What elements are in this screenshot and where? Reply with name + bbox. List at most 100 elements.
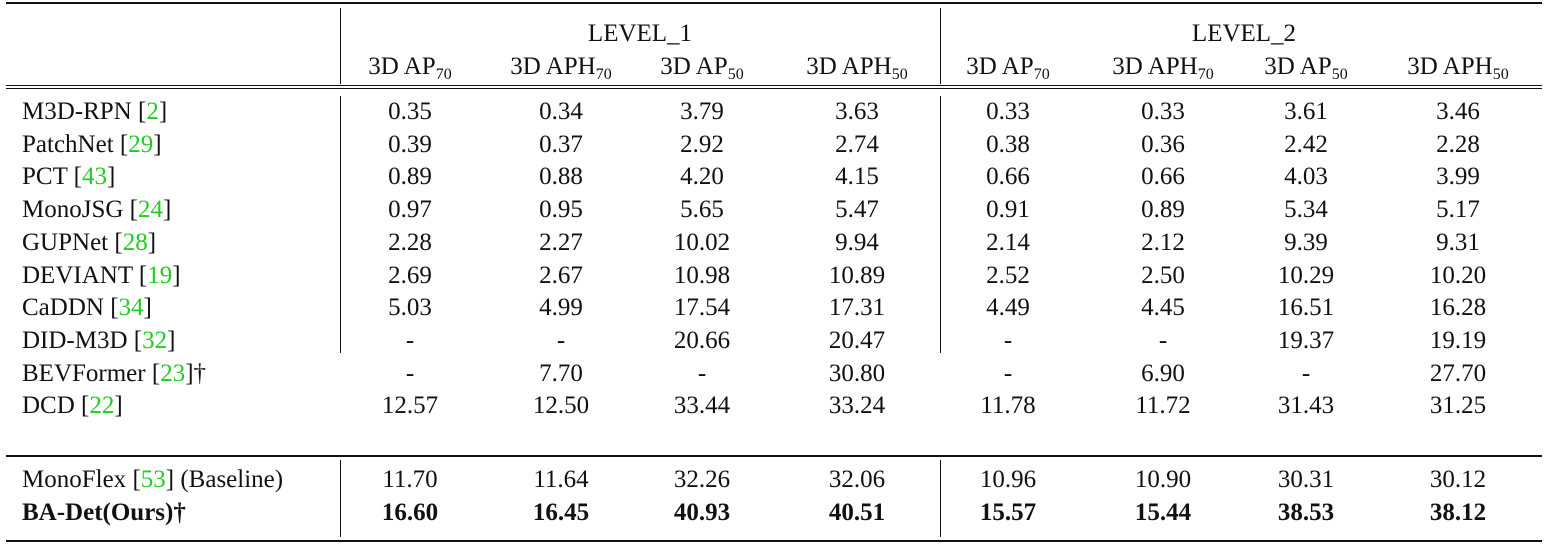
metric-value: 2.69 (388, 261, 432, 289)
metric-value: 30.12 (1429, 466, 1487, 493)
method-name: DID-M3D [32] (22, 326, 176, 354)
metric-value: 31.25 (1429, 392, 1487, 420)
column-divider (340, 96, 341, 353)
header-rule (6, 88, 1542, 89)
column-header-subscript: 70 (435, 66, 452, 83)
metric-value: 12.57 (381, 392, 439, 420)
metric-value: 30.80 (828, 359, 886, 387)
metric-value: 2.52 (986, 261, 1030, 289)
metric-value: 0.33 (1141, 98, 1185, 125)
metric-value: 2.74 (835, 130, 879, 158)
metric-value: 0.39 (388, 130, 432, 158)
metric-value: 0.37 (539, 130, 583, 158)
metric-value: 5.65 (680, 196, 724, 224)
method-label: M3D-RPN (22, 98, 132, 125)
metric-value: 11.70 (382, 466, 438, 493)
method-label: PatchNet (22, 130, 114, 158)
metric-value: 0.33 (986, 98, 1030, 125)
citation-link[interactable]: 2 (146, 98, 159, 125)
metric-value: 10.90 (1134, 466, 1192, 493)
metric-value: 0.66 (986, 163, 1030, 191)
metric-value: 40.51 (828, 498, 886, 526)
column-header: 3D APH50 (777, 52, 937, 83)
metric-value: - (1003, 359, 1013, 387)
column-header-base: 3D APH (806, 53, 892, 80)
metric-value: 33.24 (828, 392, 886, 420)
metric-value: 3.79 (680, 98, 724, 125)
metric-value: 20.66 (673, 326, 731, 354)
method-name: GUPNet [28] (22, 228, 157, 256)
metric-value: 10.98 (673, 261, 731, 289)
metric-value: 10.02 (673, 228, 731, 256)
metric-value: 3.99 (1436, 163, 1480, 191)
metric-value: - (405, 326, 415, 354)
metric-value: 4.99 (539, 294, 583, 322)
citation-link[interactable]: 28 (122, 228, 148, 256)
column-header-base: 3D AP (966, 53, 1034, 80)
citation-link[interactable]: 34 (118, 294, 144, 322)
column-header-base: 3D APH (1407, 53, 1493, 80)
column-divider (340, 460, 341, 537)
metric-value: 16.28 (1429, 294, 1487, 322)
column-header: 3D AP50 (1226, 52, 1386, 83)
column-header-base: 3D AP (1264, 53, 1332, 80)
column-header-subscript: 50 (727, 66, 744, 83)
metric-value: 32.26 (673, 466, 731, 493)
metric-value: 4.20 (680, 163, 724, 191)
method-name: BEVFormer [23]† (22, 359, 207, 387)
citation-link[interactable]: 24 (138, 196, 163, 224)
method-label: CaDDN (22, 294, 104, 322)
citation-link[interactable]: 29 (128, 130, 154, 158)
citation-link[interactable]: 53 (140, 466, 166, 493)
metric-value: 5.17 (1436, 196, 1480, 224)
method-label: BEVFormer (22, 359, 146, 387)
metric-value: 0.89 (388, 163, 432, 191)
column-header: 3D AP70 (330, 52, 490, 83)
metric-value: 30.31 (1277, 466, 1335, 493)
metric-value: 2.28 (1436, 130, 1480, 158)
metric-value: 5.34 (1284, 196, 1328, 224)
column-divider (940, 96, 941, 353)
metric-value: 19.37 (1277, 326, 1335, 354)
column-header-base: 3D AP (368, 53, 436, 80)
column-header-subscript: 70 (1033, 66, 1050, 83)
metric-value: 16.51 (1277, 294, 1335, 322)
column-header: 3D AP50 (622, 52, 782, 83)
metric-value: 4.15 (835, 163, 879, 191)
column-header-subscript: 50 (1331, 66, 1348, 83)
method-label: DID-M3D (22, 326, 128, 354)
column-header-subscript: 70 (595, 66, 612, 83)
metric-value: 7.70 (539, 359, 583, 387)
metric-value: 9.94 (835, 228, 879, 256)
metric-value: 3.46 (1436, 98, 1480, 125)
metric-value: 11.78 (980, 392, 1036, 420)
column-header-subscript: 50 (1492, 66, 1509, 83)
metric-value: 4.45 (1141, 294, 1185, 322)
metric-value: 11.72 (1135, 392, 1191, 420)
column-header: 3D APH50 (1378, 52, 1538, 83)
citation-link[interactable]: 19 (147, 261, 173, 289)
metric-value: 4.49 (986, 294, 1030, 322)
metric-value: 33.44 (673, 392, 731, 420)
metric-value: - (405, 359, 415, 387)
metric-value: 2.42 (1284, 130, 1328, 158)
method-name: CaDDN [34] (22, 294, 152, 322)
citation-link[interactable]: 23 (160, 359, 186, 387)
metric-value: 31.43 (1277, 392, 1335, 420)
metric-value: 0.34 (539, 98, 583, 125)
metric-value: - (556, 326, 566, 354)
metric-value: 11.64 (533, 466, 589, 493)
metric-value: 5.03 (388, 294, 432, 322)
method-label: DEVIANT (22, 261, 133, 289)
method-label: BA-Det(Ours) (22, 498, 174, 526)
method-suffix: † (173, 498, 186, 526)
metric-value: 9.31 (1436, 228, 1480, 256)
citation-link[interactable]: 32 (142, 326, 168, 354)
citation-link[interactable]: 22 (89, 392, 115, 420)
citation-link[interactable]: 43 (81, 163, 107, 191)
column-divider (940, 8, 941, 84)
method-name: PCT [43] (22, 163, 116, 191)
column-header: 3D APH70 (1083, 52, 1243, 83)
metric-value: - (1301, 359, 1311, 387)
metric-value: 27.70 (1429, 359, 1487, 387)
